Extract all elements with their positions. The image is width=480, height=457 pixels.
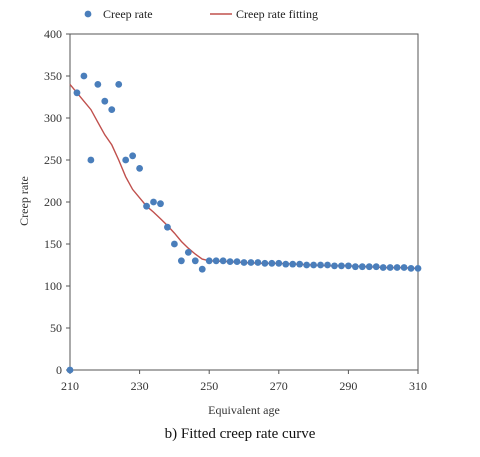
data-point <box>317 261 324 269</box>
data-point <box>296 260 304 268</box>
data-point <box>177 257 185 265</box>
data-point <box>226 258 234 266</box>
legend-label-fit: Creep rate fitting <box>236 7 318 21</box>
plot-area-frame <box>69 33 419 371</box>
data-point <box>191 257 199 265</box>
data-point <box>66 366 74 374</box>
y-tick-label: 400 <box>44 27 62 41</box>
y-tick-label: 50 <box>50 321 62 335</box>
data-point <box>407 264 415 272</box>
data-point <box>115 81 123 88</box>
data-point <box>345 262 352 270</box>
data-point <box>80 72 88 80</box>
data-point <box>233 258 241 266</box>
data-point <box>310 261 317 269</box>
x-tick-label: 310 <box>409 379 427 393</box>
data-point <box>400 264 408 271</box>
data-point <box>150 198 157 206</box>
data-point <box>268 259 276 267</box>
data-point <box>261 259 269 267</box>
x-tick-label: 230 <box>131 379 149 393</box>
x-axis-label: Equivalent age <box>208 403 280 417</box>
data-point <box>289 260 297 268</box>
legend-label-creep-rate: Creep rate <box>103 7 153 21</box>
y-tick-label: 300 <box>44 111 62 125</box>
data-point <box>393 264 401 271</box>
x-tick-label: 210 <box>61 379 79 393</box>
data-point <box>303 261 311 269</box>
data-point <box>275 259 283 267</box>
y-tick-label: 200 <box>44 195 62 209</box>
data-point <box>379 264 387 271</box>
data-point <box>73 89 81 97</box>
data-point <box>184 249 192 256</box>
data-point <box>171 240 178 248</box>
y-axis-ticks: 0 50 100 150 200 250 300 350 400 <box>44 27 70 377</box>
data-point <box>122 156 130 164</box>
x-tick-label: 290 <box>339 379 357 393</box>
y-tick-label: 150 <box>44 237 62 251</box>
data-point <box>324 261 331 269</box>
fit-line-layer <box>69 83 419 270</box>
fit-line <box>69 83 419 270</box>
data-point <box>94 81 102 88</box>
data-point <box>282 260 290 268</box>
data-point <box>351 263 359 271</box>
y-tick-label: 250 <box>44 153 62 167</box>
y-tick-label: 0 <box>56 363 62 377</box>
data-point <box>331 262 338 270</box>
data-point <box>414 264 422 272</box>
data-point <box>129 152 137 160</box>
data-point <box>108 106 116 113</box>
legend-marker-creep-rate <box>84 10 92 18</box>
data-point <box>157 200 164 208</box>
data-point <box>247 259 255 266</box>
data-point <box>164 223 171 231</box>
data-point <box>338 262 345 270</box>
data-point <box>212 257 220 265</box>
x-tick-label: 250 <box>200 379 218 393</box>
data-point <box>87 156 95 164</box>
data-point <box>372 263 380 271</box>
x-tick-label: 270 <box>270 379 288 393</box>
y-tick-label: 100 <box>44 279 62 293</box>
legend: Creep rate Creep rate fitting <box>84 7 318 21</box>
y-tick-label: 350 <box>44 69 62 83</box>
x-axis-ticks: 210 230 250 270 290 310 <box>61 370 427 393</box>
data-point <box>136 165 144 172</box>
y-axis-label: Creep rate <box>17 176 31 226</box>
y-axis-label-group: Creep rate <box>17 176 31 226</box>
data-points-layer <box>66 72 422 374</box>
data-point <box>358 263 366 271</box>
data-point <box>205 257 213 265</box>
data-point <box>240 259 248 266</box>
data-point <box>365 263 373 271</box>
data-point <box>254 259 262 266</box>
data-point <box>198 265 206 273</box>
data-point <box>143 202 150 210</box>
data-point <box>219 257 227 265</box>
data-point <box>101 97 109 105</box>
data-point <box>386 264 394 271</box>
figure-caption: b) Fitted creep rate curve <box>164 426 316 442</box>
